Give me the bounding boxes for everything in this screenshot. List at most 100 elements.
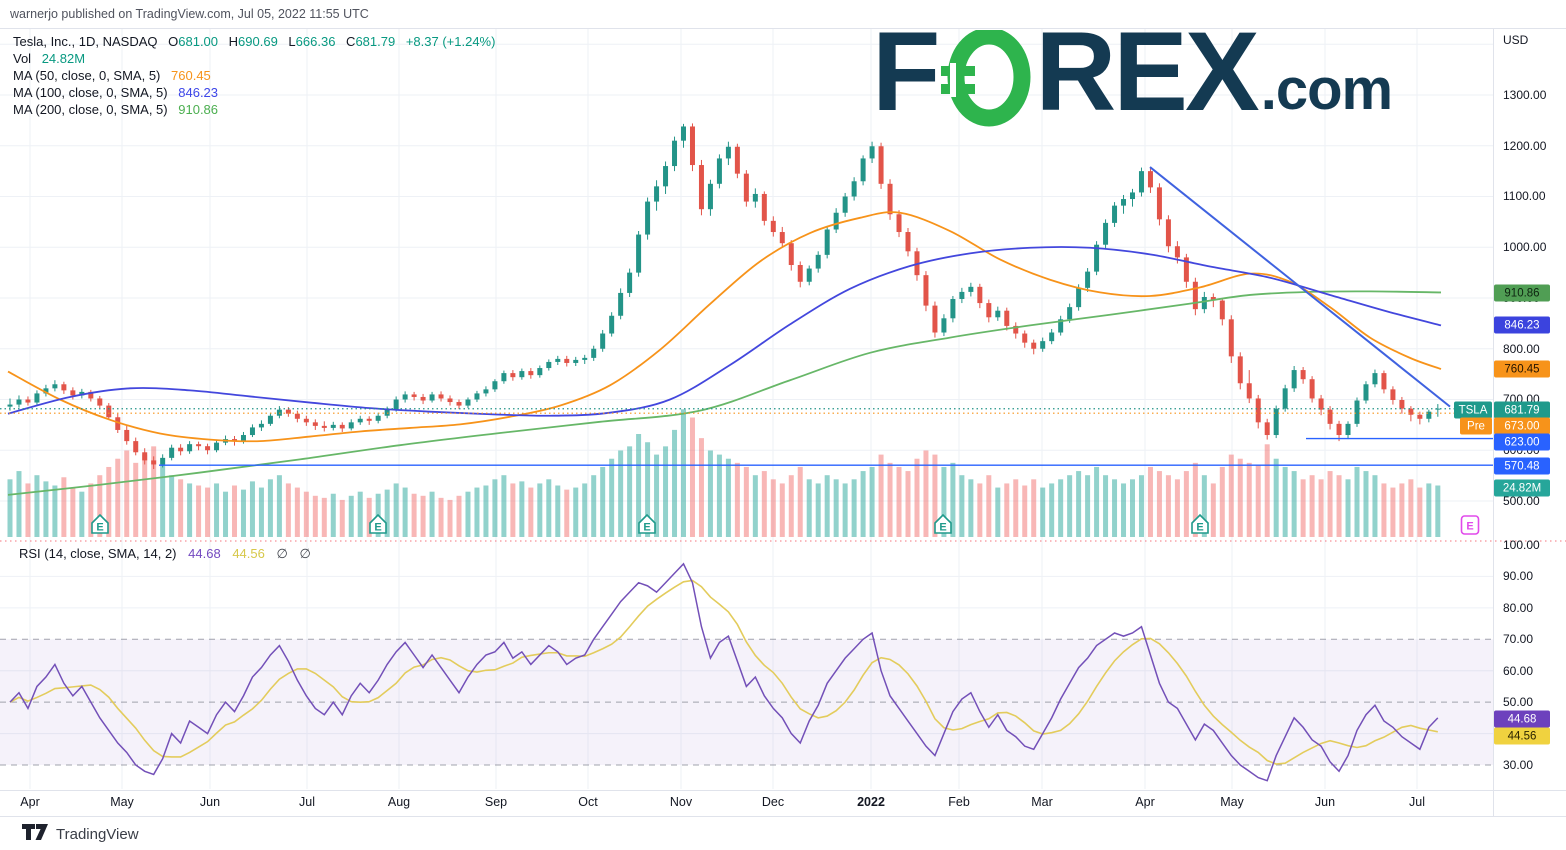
price-axis-label: 60.00 [1503,664,1534,678]
symbol-title: Tesla, Inc., 1D, NASDAQ [13,34,158,49]
axis-price-badge: 846.23 [1494,316,1550,334]
rsi-band [0,638,1493,766]
ma50-value: 760.45 [171,68,211,83]
symbol-row: Tesla, Inc., 1D, NASDAQ O681.00 H690.69 … [13,33,495,50]
time-axis-label: Jun [199,795,221,809]
time-axis-label: Apr [20,795,40,809]
time-axis-label: Feb [948,795,970,809]
volume-row: Vol 24.82M [13,50,495,67]
axis-price-badge: 623.00 [1494,433,1550,451]
time-axis-label: Sep [484,795,508,809]
volume-layer [7,409,1441,537]
price-axis-label: 1300.00 [1503,88,1547,102]
time-axis-label: May [110,795,134,809]
frame-borders [0,28,1566,817]
close-label: C [346,34,356,49]
earnings-marker[interactable]: E [1191,513,1209,534]
rsi-legend: RSI (14, close, SMA, 14, 2) 44.68 44.56 … [19,546,311,562]
axis-price-badge: 570.48 [1494,457,1550,475]
symbol-legend: Tesla, Inc., 1D, NASDAQ O681.00 H690.69 … [13,33,495,118]
time-axis-label: Apr [1135,795,1155,809]
floating-price-label: TSLA [1454,401,1492,419]
next-earnings-marker[interactable]: E [1460,515,1480,535]
price-axis-label: USD [1503,33,1529,47]
forex-o-icon [941,27,1033,133]
time-axis-label: Jul [299,795,315,809]
ma100-value: 846.23 [178,85,219,100]
price-axis-label: 500.00 [1503,494,1540,508]
publish-bar: warnerjo published on TradingView.com, J… [0,0,1566,28]
low-label: L [288,34,296,49]
time-axis-label: Oct [578,795,598,809]
candles-layer [7,123,1441,470]
ma50-line [7,211,1442,443]
earnings-marker[interactable]: E [369,513,387,534]
time-axis-label: 2022 [857,795,885,809]
tradingview-logo[interactable]: TradingView [22,823,139,846]
axis-price-badge: 44.56 [1494,727,1550,745]
earnings-marker[interactable]: E [638,513,656,534]
low-value: 666.36 [295,34,336,49]
high-label: H [228,34,239,49]
axis-price-badge: 760.45 [1494,360,1550,378]
change-value: +8.37 (+1.24%) [405,34,496,49]
time-axis-label: Nov [669,795,693,809]
ma100-line [7,246,1442,417]
trend-line [1149,166,1451,408]
tradingview-logo-text: TradingView [56,826,139,843]
forex-logo-rex: REX [1035,9,1259,134]
price-axis-label: 90.00 [1503,569,1534,583]
price-axis-label: 80.00 [1503,601,1534,615]
time-axis-label: Mar [1031,795,1053,809]
rsi-ma-value: 44.56 [232,546,265,561]
rsi-value: 44.68 [188,546,221,561]
publish-text: warnerjo published on TradingView.com, J… [10,7,369,21]
time-axis-label: Jun [1314,795,1336,809]
rsi-ma-line [9,579,1438,765]
svg-text:E: E [374,522,381,534]
price-axis-label: 1000.00 [1503,240,1547,254]
time-axis[interactable]: Apr May Jun Jul Aug Sep Oct Nov Dec 2022 Feb Mar Apr… [0,791,1493,816]
ma50-row: MA (50, close, 0, SMA, 5) 760.45 [13,67,495,84]
time-axis-label: May [1220,795,1244,809]
price-axis[interactable]: USD1300.001200.001100.001000.00900.00800… [1494,28,1566,816]
open-value: 681.00 [178,34,219,49]
ma100-label: MA (100, close, 0, SMA, 5) [13,85,168,100]
rsi-null-2: ∅ [299,546,311,561]
svg-text:E: E [643,522,650,534]
rsi-line [9,562,1439,782]
price-lines [0,408,1493,414]
open-label: O [168,34,179,49]
ma-lines [7,211,1442,496]
earnings-marker[interactable]: E [91,513,109,534]
ma200-line [7,290,1442,496]
svg-text:E: E [96,522,103,534]
earnings-marker[interactable]: E [934,513,952,534]
time-axis-label: Aug [387,795,411,809]
axis-price-badge: 24.82M [1494,479,1550,497]
svg-text:E: E [1196,522,1203,534]
forex-logo-f: F [872,9,940,134]
price-axis-label: 50.00 [1503,695,1534,709]
price-axis-label: 30.00 [1503,758,1534,772]
svg-text:E: E [1466,521,1473,533]
time-axis-label: Dec [761,795,785,809]
axis-price-badge: 681.79 [1494,401,1550,419]
floating-price-label: Pre [1460,417,1492,435]
ma200-row: MA (200, close, 0, SMA, 5) 910.86 [13,101,495,118]
axis-price-badge: 44.68 [1494,710,1550,728]
rsi-null-1: ∅ [276,546,288,561]
axis-price-badge: 673.00 [1494,417,1550,435]
ma50-label: MA (50, close, 0, SMA, 5) [13,68,161,83]
ma100-row: MA (100, close, 0, SMA, 5) 846.23 [13,84,495,101]
axis-price-badge: 910.86 [1494,284,1550,302]
price-axis-label: 800.00 [1503,342,1540,356]
volume-value: 24.82M [41,51,86,66]
price-axis-label: 1100.00 [1503,189,1546,203]
drawings-layer[interactable] [159,166,1493,466]
forex-logo-tld: .com [1260,57,1393,122]
close-value: 681.79 [355,34,396,49]
